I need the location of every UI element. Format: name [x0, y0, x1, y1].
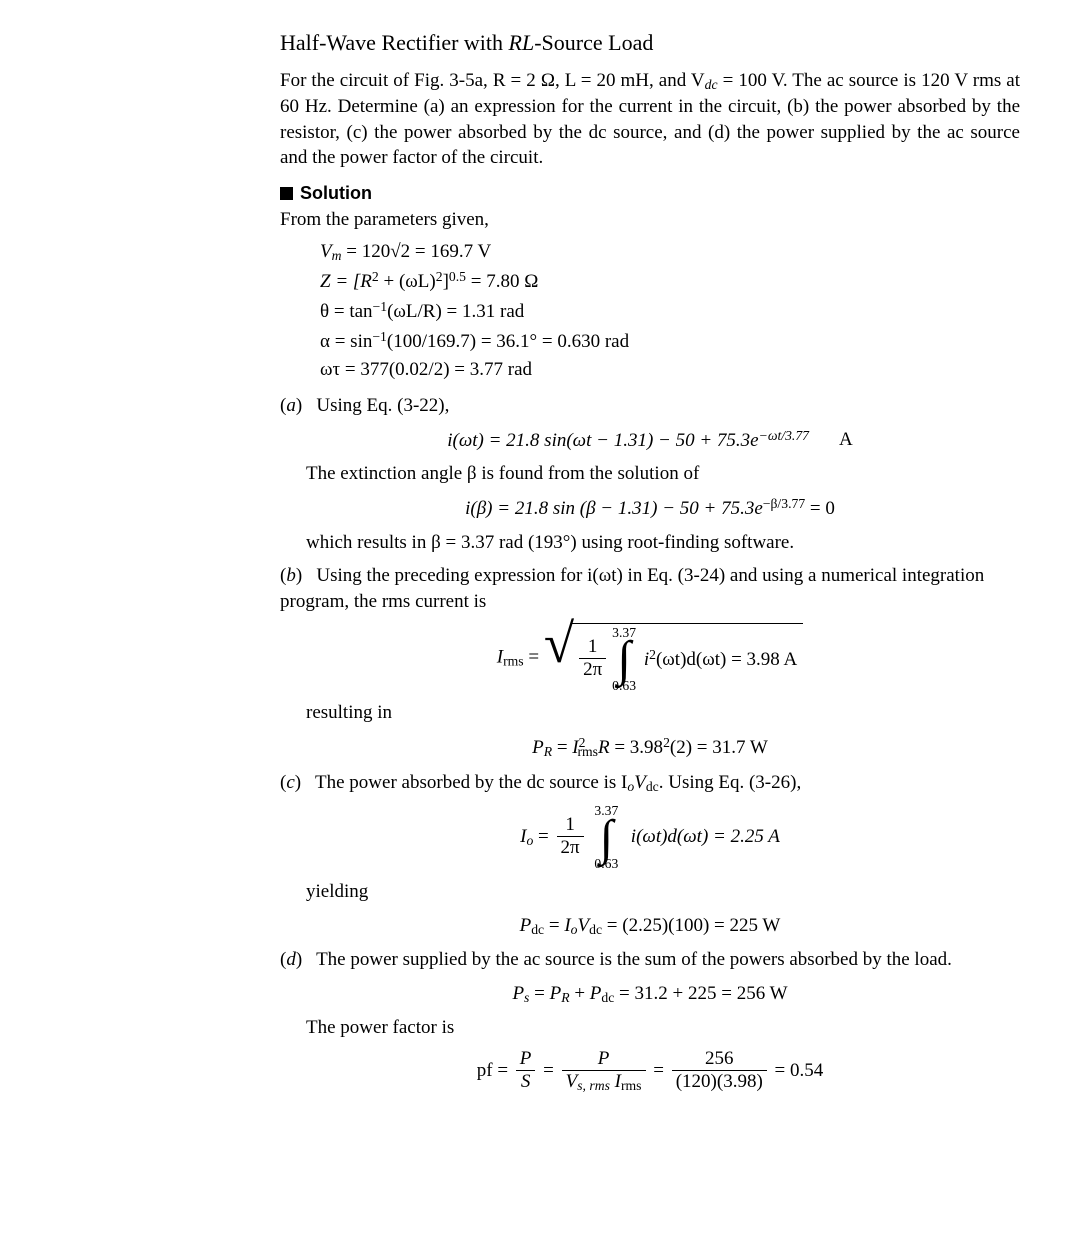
params-intro: From the parameters given,	[280, 207, 1020, 233]
part-a: (a) Using Eq. (3-22),	[280, 393, 1020, 419]
problem-statement: For the circuit of Fig. 3-5a, R = 2 Ω, L…	[280, 68, 1020, 171]
part-d-label: (d)	[280, 949, 312, 970]
part-b-resulting: resulting in	[306, 700, 1020, 726]
part-b-intro: Using the preceding expression for i(ωt)…	[280, 565, 984, 612]
parameter-list: Vm = 120√2 = 169.7 V Z = [R2 + (ωL)2]0.5…	[320, 239, 1020, 383]
part-b-label: (b)	[280, 565, 312, 586]
bullet-square-icon	[280, 187, 293, 200]
part-c-yielding: yielding	[306, 879, 1020, 905]
part-b: (b) Using the preceding expression for i…	[280, 563, 1020, 614]
part-d: (d) The power supplied by the ac source …	[280, 947, 1020, 973]
eq-pdc: Pdc = IoVdc = (2.25)(100) = 225 W	[280, 913, 1020, 939]
part-a-extinction: The extinction angle β is found from the…	[306, 461, 1020, 487]
eq-pf: pf = PS = P Vs, rms Irms = 256(120)(3.98…	[280, 1049, 1020, 1094]
part-d-intro: The power supplied by the ac source is t…	[316, 949, 952, 970]
param-vm: Vm = 120√2 = 169.7 V	[320, 239, 1020, 265]
param-z: Z = [R2 + (ωL)2]0.5 = 7.80 Ω	[320, 268, 1020, 295]
part-c-label: (c)	[280, 772, 311, 793]
part-c: (c) The power absorbed by the dc source …	[280, 770, 1020, 796]
part-a-result: which results in β = 3.37 rad (193°) usi…	[306, 530, 1020, 556]
param-alpha: α = sin−1(100/169.7) = 36.1° = 0.630 rad	[320, 328, 1020, 355]
part-a-intro: Using Eq. (3-22),	[316, 395, 449, 416]
eq-ps: Ps = PR + Pdc = 31.2 + 225 = 256 W	[280, 981, 1020, 1007]
eq-pr: PR = I2rmsR = 3.982(2) = 31.7 W	[280, 734, 1020, 761]
part-a-label: (a)	[280, 395, 312, 416]
part-c-intro: The power absorbed by the dc source is I…	[315, 772, 801, 793]
eq-a1: i(ωt) = 21.8 sin(ωt − 1.31) − 50 + 75.3e…	[280, 427, 1020, 454]
page-title: Half-Wave Rectifier with RL-Source Load	[280, 28, 1020, 58]
param-wtau: ωτ = 377(0.02/2) = 3.77 rad	[320, 357, 1020, 383]
param-theta: θ = tan−1(ωL/R) = 1.31 rad	[320, 298, 1020, 325]
eq-a2: i(β) = 21.8 sin (β − 1.31) − 50 + 75.3e−…	[280, 495, 1020, 522]
eq-irms: Irms = √ 12π 3.37 ∫ 0.63 i2(ωt)d(ωt) = 3…	[280, 623, 1020, 693]
solution-header: Solution	[280, 181, 1020, 205]
eq-io: Io = 12π 3.37 ∫ 0.63 i(ωt)d(ωt) = 2.25 A	[280, 804, 1020, 871]
pf-intro: The power factor is	[306, 1015, 1020, 1041]
